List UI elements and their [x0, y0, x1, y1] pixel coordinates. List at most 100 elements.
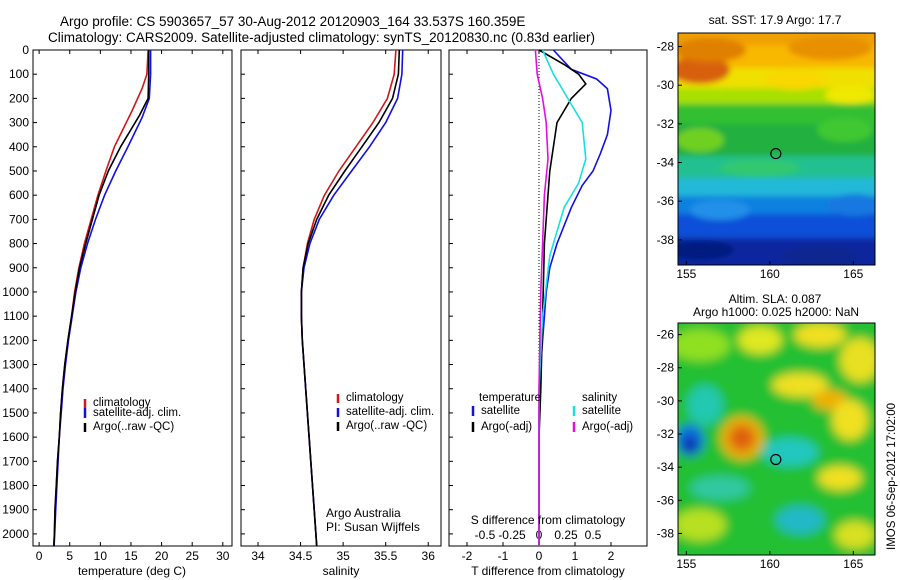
map-y-tick-label: -32	[657, 117, 675, 131]
sst-map-axes: 155 160 165 -28 -30 -32 -34 -36 -38	[657, 40, 864, 281]
y-tick-label: 1300	[2, 358, 29, 372]
s-tick-label: -0.5	[475, 528, 496, 542]
map-y-tick-label: -30	[657, 78, 675, 92]
legend-label-argo: Argo(..raw -QC)	[93, 421, 174, 433]
difference-panel-frame	[448, 49, 648, 547]
figure-title-line2: Climatology: CARS2009. Satellite-adjuste…	[48, 30, 595, 45]
sla-map-title-line2: Argo h1000: 0.025 h2000: NaN	[693, 305, 859, 319]
x-tick-label: 36	[422, 549, 436, 563]
legend-title-salinity: salinity	[582, 392, 617, 404]
legend-label-s-argo: Argo(-adj)	[582, 421, 633, 433]
difference-top-xlabel: S difference from climatology	[471, 513, 626, 527]
series-line	[300, 49, 404, 547]
y-tick-label: 300	[9, 116, 29, 130]
map-x-tick-label: 165	[843, 267, 863, 281]
temperature-xlabel: temperature (deg C)	[78, 564, 186, 578]
map-x-tick-label: 155	[676, 557, 696, 571]
footer-stamp: IMOS 06-Sep-2012 17:02:00	[886, 403, 898, 550]
credit-line1: Argo Australia	[326, 506, 401, 520]
x-tick-label: 35	[336, 549, 350, 563]
map-x-tick-label: 155	[676, 267, 696, 281]
sst-map-frame	[677, 32, 876, 266]
x-tick-label: 0	[36, 549, 43, 563]
x-tick-label: 15	[124, 549, 138, 563]
map-x-tick-label: 160	[760, 557, 780, 571]
y-tick-label: 1000	[2, 285, 29, 299]
x-tick-label: 0	[536, 549, 543, 563]
difference-plot: -2 -1 0 1 2-0.5 -0.25 0 0.25 0.5	[449, 49, 615, 563]
map-x-tick-label: 160	[760, 267, 780, 281]
x-tick-label: -1	[498, 549, 509, 563]
s-tick-label: 0.25	[554, 528, 578, 542]
legend-label-climatology: climatology	[93, 397, 151, 409]
map-y-tick-label: -36	[657, 493, 675, 507]
s-tick-label: 0.5	[585, 528, 602, 542]
series-line	[300, 49, 397, 547]
sla-map-axes: 155 160 165 -26 -28 -30 -32 -34 -36 -38	[657, 328, 864, 571]
salinity-panel-frame	[240, 49, 442, 547]
y-tick-label: 1100	[3, 309, 29, 323]
map-y-tick-label: -34	[657, 460, 675, 474]
y-tick-label: 1900	[2, 503, 29, 517]
legend-title-temperature: temperature	[479, 392, 541, 404]
y-tick-label: 900	[9, 261, 29, 275]
map-y-tick-label: -28	[657, 40, 675, 54]
series-line	[53, 50, 152, 547]
series-line	[53, 50, 150, 547]
legend-label-s-satellite: satellite	[582, 405, 621, 417]
y-tick-label: 600	[9, 188, 29, 202]
credit-line2: PI: Susan Wijffels	[326, 520, 420, 534]
x-tick-label: 34	[251, 549, 265, 563]
series-line	[534, 49, 549, 546]
temperature-legend: climatology satellite-adj. clim. Argo(..…	[83, 397, 181, 433]
y-tick-label: 1400	[2, 382, 29, 396]
y-tick-label: 0	[22, 43, 29, 57]
y-tick-label: 400	[9, 140, 29, 154]
salinity-legend: climatology satellite-adj. clim. Argo(..…	[336, 392, 434, 432]
map-x-tick-label: 165	[843, 557, 863, 571]
temperature-panel-frame	[32, 49, 233, 547]
map-y-tick-label: -38	[657, 526, 675, 540]
x-tick-label: 5	[66, 549, 73, 563]
y-tick-label: 1800	[2, 479, 29, 493]
map-y-tick-label: -26	[657, 328, 675, 342]
salinity-plot: 34 34.5 35 35.5 36	[241, 49, 436, 563]
y-tick-label: 700	[9, 212, 29, 226]
y-tick-label: 1200	[2, 333, 29, 347]
x-tick-label: 2	[608, 549, 615, 563]
x-tick-label: -2	[462, 549, 473, 563]
y-tick-label: 500	[9, 164, 29, 178]
temperature-plot: 0 5 10 15 20 25 300100200300400500600700800900…	[2, 43, 230, 563]
sla-map-image	[678, 323, 875, 555]
x-tick-label: 10	[94, 549, 108, 563]
x-tick-label: 35.5	[374, 549, 398, 563]
profile-location-marker	[770, 147, 782, 160]
map-y-tick-label: -28	[657, 361, 675, 375]
x-tick-label: 1	[572, 549, 579, 563]
x-tick-label: 20	[155, 549, 169, 563]
series-line	[538, 49, 612, 546]
y-tick-label: 1700	[2, 454, 29, 468]
y-tick-label: 1600	[2, 430, 29, 444]
map-y-tick-label: -34	[657, 156, 675, 170]
series-line	[538, 49, 587, 546]
sst-map-image	[678, 33, 875, 265]
y-tick-label: 800	[9, 237, 29, 251]
x-tick-label: 30	[216, 549, 230, 563]
sst-map-title: sat. SST: 17.9 Argo: 17.7	[709, 13, 842, 27]
profile-location-marker	[770, 453, 782, 466]
y-tick-label: 200	[9, 91, 29, 105]
map-y-tick-label: -36	[657, 194, 675, 208]
difference-legend: temperature satellite Argo(-adj) salinit…	[471, 392, 633, 433]
legend-label-climatology: climatology	[346, 392, 404, 404]
map-y-tick-label: -32	[657, 427, 675, 441]
salinity-xlabel: salinity	[323, 564, 360, 578]
y-tick-label: 100	[9, 67, 29, 81]
legend-label-t-satellite: satellite	[481, 405, 520, 417]
sla-map-frame	[677, 322, 876, 556]
map-y-tick-label: -38	[657, 233, 675, 247]
difference-xlabel: T difference from climatology	[471, 564, 625, 578]
legend-label-satellite: satellite-adj. clim.	[346, 406, 434, 418]
legend-label-t-argo: Argo(-adj)	[481, 421, 532, 433]
